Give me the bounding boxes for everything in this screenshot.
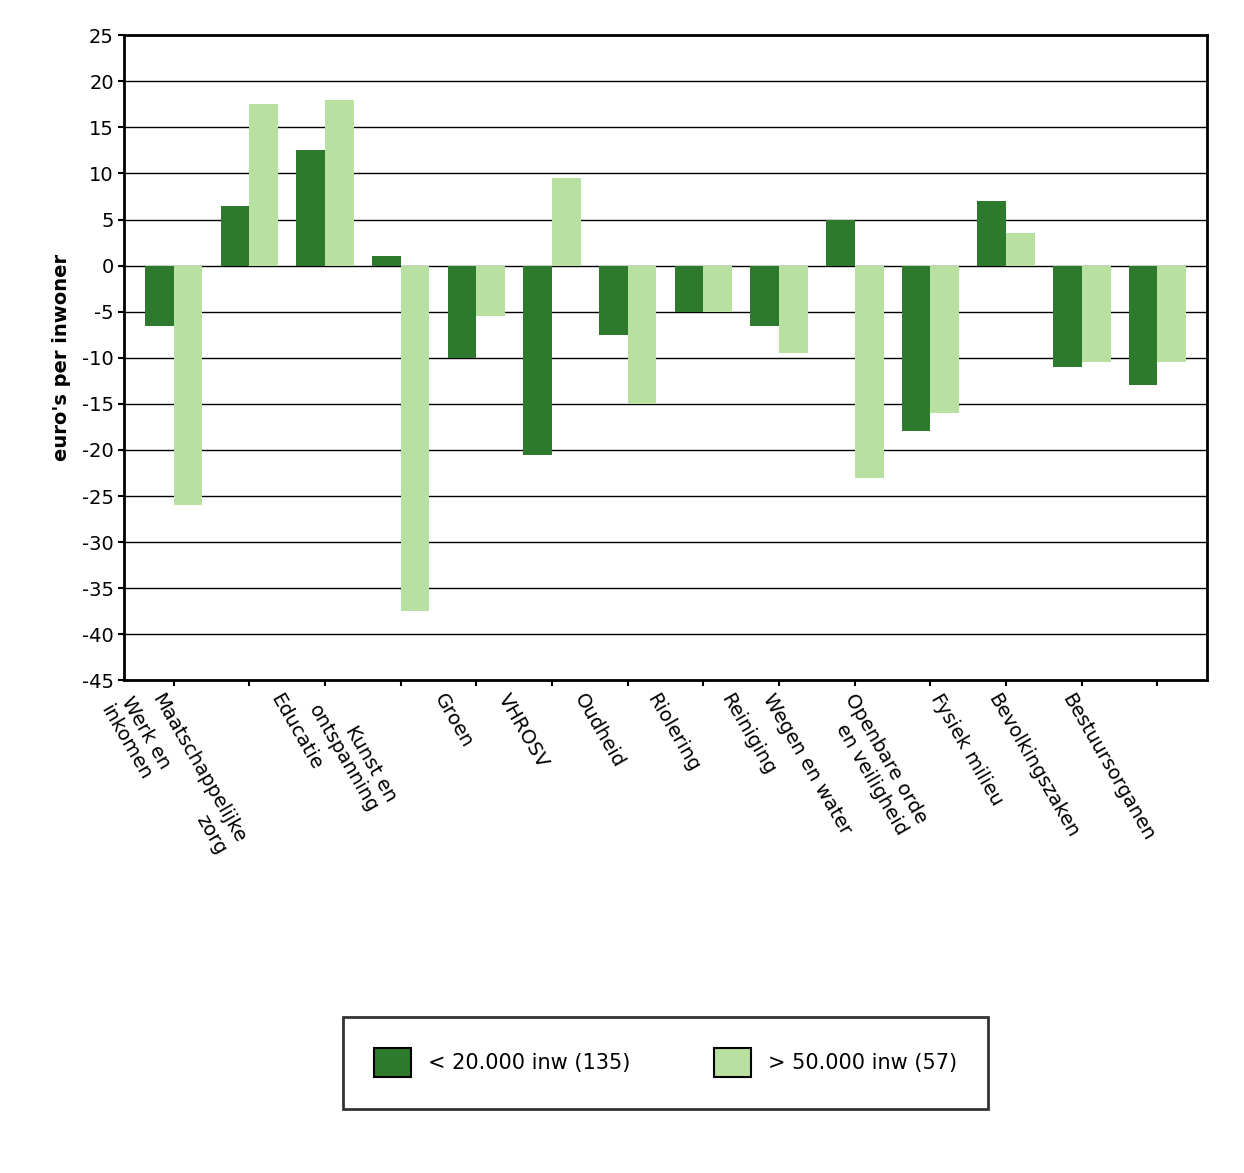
Bar — [826, 219, 855, 265]
Bar — [249, 104, 279, 265]
Bar — [598, 265, 628, 334]
Legend: < 20.000 inw (135), > 50.000 inw (57): < 20.000 inw (135), > 50.000 inw (57) — [342, 1017, 989, 1108]
Bar — [296, 150, 325, 265]
Bar — [448, 265, 476, 358]
Bar — [674, 265, 703, 312]
Bar — [1082, 265, 1111, 362]
Bar — [1052, 265, 1082, 367]
Bar — [401, 265, 429, 611]
Bar — [1128, 265, 1157, 386]
Bar — [978, 201, 1006, 265]
Bar — [144, 265, 174, 325]
Bar — [524, 265, 552, 455]
Bar — [220, 205, 249, 265]
Bar — [552, 178, 581, 265]
Bar — [703, 265, 733, 312]
Y-axis label: euro's per inwoner: euro's per inwoner — [52, 255, 71, 461]
Bar — [628, 265, 657, 404]
Bar — [902, 265, 931, 432]
Bar — [931, 265, 959, 413]
Bar — [325, 100, 353, 265]
Bar — [1157, 265, 1187, 362]
Bar — [476, 265, 505, 317]
Bar — [1006, 233, 1035, 265]
Bar — [855, 265, 883, 477]
Bar — [779, 265, 807, 353]
Bar — [372, 257, 401, 265]
Bar — [174, 265, 203, 506]
Bar — [750, 265, 779, 325]
